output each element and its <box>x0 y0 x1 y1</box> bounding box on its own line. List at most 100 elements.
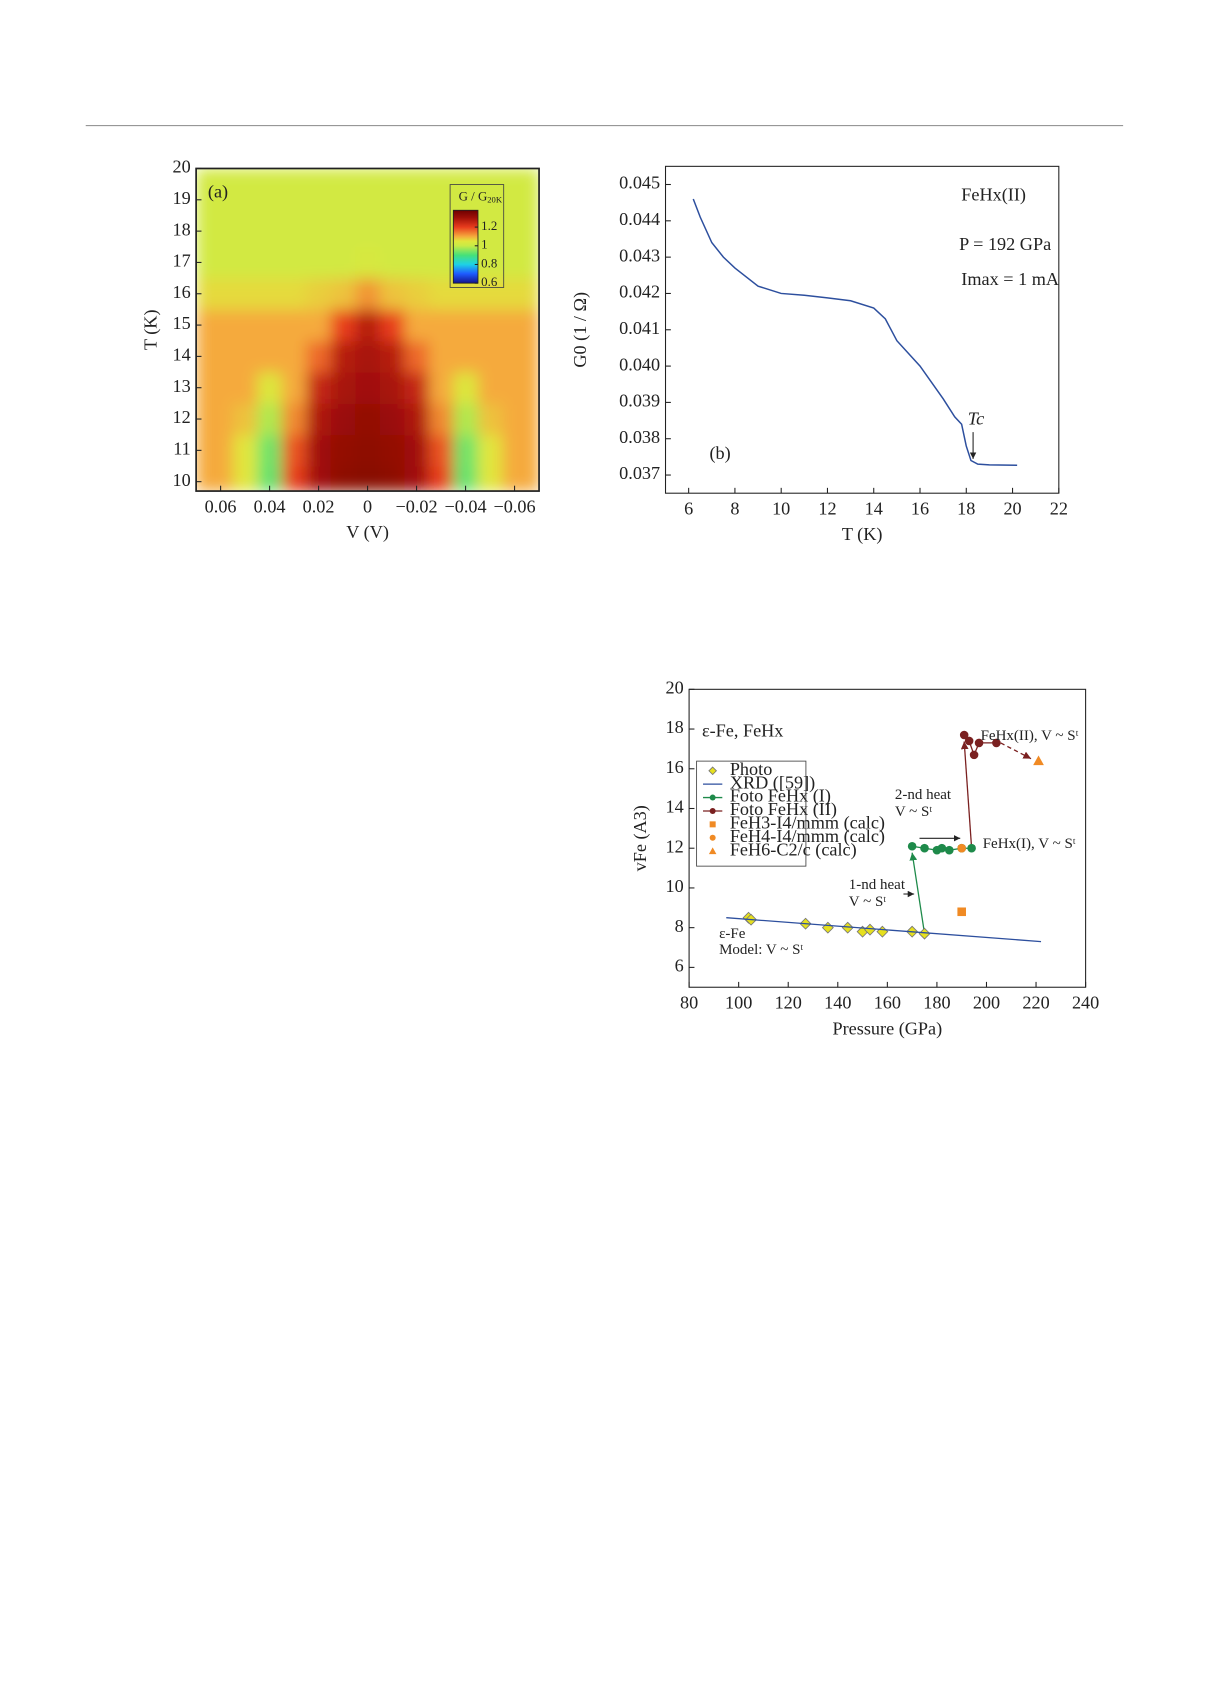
heat-cell <box>355 434 381 467</box>
heat-cell <box>257 434 283 467</box>
heat-cell <box>330 434 356 467</box>
y-tick-label: 0.045 <box>619 173 660 193</box>
point <box>964 736 974 746</box>
colorbar-title-sub: 20K <box>487 195 503 205</box>
heat-cell <box>453 340 479 373</box>
heat-cell <box>453 309 479 342</box>
heat-cell <box>477 372 503 404</box>
heat-cell <box>379 403 405 436</box>
x-tick-label: 6 <box>684 499 693 519</box>
heat-cell <box>196 403 234 436</box>
heat-cell <box>330 278 356 310</box>
legend-label: FeH4-I4/mmm (calc) <box>730 826 885 847</box>
annotation: FeHx(II) <box>961 185 1026 206</box>
heat-cell <box>477 466 503 492</box>
x-tick-label: 18 <box>957 499 975 519</box>
heat-cell <box>196 466 234 492</box>
heat-cell <box>477 278 503 310</box>
heat-cell <box>306 278 332 310</box>
heat-cell <box>404 215 430 248</box>
heat-cell <box>502 168 540 185</box>
heat-cell <box>306 184 332 216</box>
heat-cell <box>379 466 405 492</box>
heat-cell <box>502 340 540 373</box>
colorbar-frame <box>449 184 505 288</box>
heat-cell <box>330 340 356 373</box>
colorbar-tick-label: 0.6 <box>481 275 498 289</box>
heat-cell <box>502 278 540 310</box>
heat-cell <box>281 168 307 185</box>
point <box>841 921 854 934</box>
y-tick-label: 19 <box>173 188 191 208</box>
heat-cell <box>232 403 258 436</box>
legend-label: XRD ([59]) <box>730 772 815 793</box>
heat-cell <box>306 309 332 342</box>
heat-cell <box>196 372 234 404</box>
x-tick-label: 140 <box>824 993 851 1013</box>
y-tick-label: 20 <box>666 677 684 697</box>
point <box>709 821 716 828</box>
y-tick-label: 0.041 <box>619 318 660 338</box>
heat-cell <box>232 309 258 342</box>
point <box>708 847 717 855</box>
x-tick-label: 22 <box>1050 499 1068 519</box>
y-tick-label: 8 <box>675 916 684 936</box>
heat-cell <box>257 372 283 404</box>
heat-cell <box>281 466 307 492</box>
heat-cell <box>502 466 540 492</box>
y-tick-label: 0.037 <box>619 463 660 483</box>
annotation: V ~ Sᵗ <box>849 894 887 910</box>
x-tick-label: 180 <box>923 993 950 1013</box>
heat-cell <box>502 434 540 467</box>
y-tick-label: 13 <box>173 376 191 396</box>
x-tick-label: −0.02 <box>396 496 438 516</box>
x-tick-label: 10 <box>772 499 790 519</box>
heat-cell <box>428 372 454 404</box>
heat-cell <box>477 403 503 436</box>
point <box>959 730 969 740</box>
point <box>876 925 889 938</box>
heat-cell <box>196 184 234 216</box>
point <box>957 907 966 917</box>
x-axis-label: V (V) <box>346 522 389 543</box>
annotation: P = 192 GPa <box>959 234 1051 254</box>
y-axis-label: vFe (A3) <box>630 805 651 871</box>
heat-cell <box>330 168 356 185</box>
heat-cell <box>281 215 307 248</box>
y-tick-label: 0.039 <box>619 391 660 411</box>
legend-frame <box>696 760 807 867</box>
heat-cell <box>355 168 381 185</box>
y-tick-label: 0.044 <box>619 209 660 229</box>
y-tick-label: 12 <box>666 836 684 856</box>
point <box>967 843 976 853</box>
phase-arrow <box>960 741 973 849</box>
y-tick-label: 20 <box>173 157 191 177</box>
legend-label: Foto FeHx (II) <box>730 799 837 820</box>
heat-cell <box>428 340 454 373</box>
data-line <box>692 198 1018 466</box>
y-tick-label: 14 <box>666 797 684 817</box>
heat-cell <box>232 184 258 216</box>
heat-cell <box>502 215 540 248</box>
y-axis-label: G0 (1 / Ω) <box>570 292 591 368</box>
heat-cell <box>281 403 307 436</box>
point <box>821 921 834 934</box>
heat-cell <box>330 403 356 436</box>
heat-cell <box>404 246 430 279</box>
heat-cell <box>281 340 307 373</box>
point <box>709 807 716 814</box>
heatmap <box>196 168 540 492</box>
y-tick-label: 14 <box>173 345 191 365</box>
heat-cell <box>502 246 540 279</box>
point <box>1033 755 1044 766</box>
point <box>709 794 716 801</box>
x-tick-label: −0.06 <box>493 496 535 516</box>
heat-cell <box>477 246 503 279</box>
heat-cell <box>330 309 356 342</box>
y-axis-label: T (K) <box>140 309 161 350</box>
heat-cell <box>477 168 503 185</box>
heat-cell <box>355 246 381 279</box>
point <box>974 738 984 748</box>
heat-cell <box>232 278 258 310</box>
x-axis-label: T (K) <box>842 524 883 545</box>
